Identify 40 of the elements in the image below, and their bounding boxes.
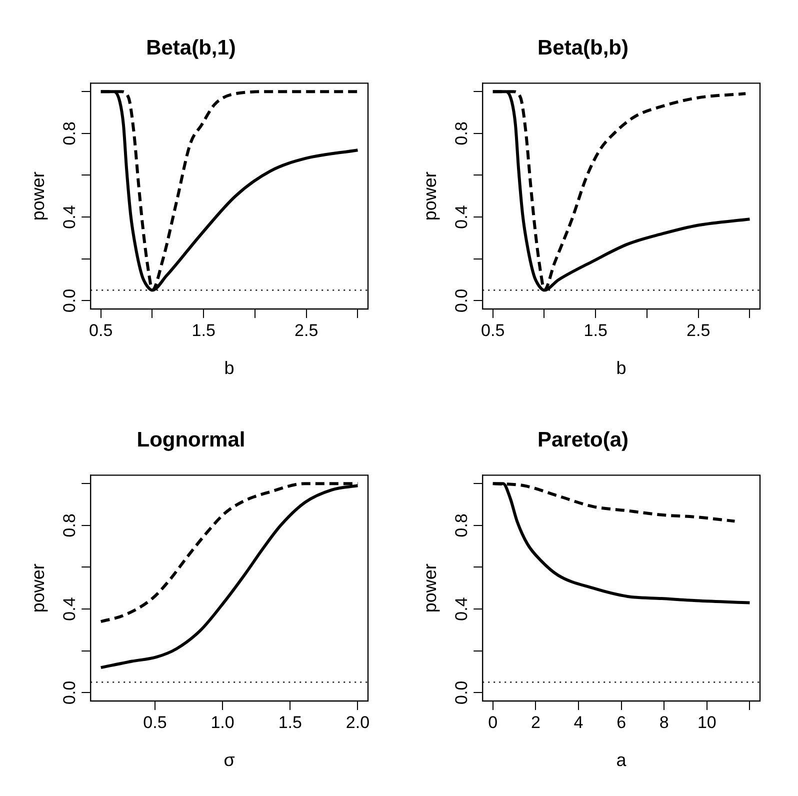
x-tick-label: 1.5 — [278, 712, 302, 732]
x-tick-label: 4 — [574, 712, 584, 732]
y-tick-label: 0.8 — [60, 122, 79, 146]
chart-title: Beta(b,b) — [538, 36, 628, 60]
y-axis-title: power — [28, 172, 48, 221]
chart-title: Beta(b,1) — [146, 36, 236, 60]
y-axis-title: power — [28, 564, 48, 613]
x-axis-title: a — [616, 750, 628, 770]
y-tick-label: 0.4 — [452, 597, 471, 621]
y-tick-label: 0.4 — [60, 205, 79, 229]
x-tick-label: 10 — [697, 712, 716, 732]
y-tick-label: 0.0 — [60, 288, 79, 312]
x-tick-label: 1.0 — [210, 712, 234, 732]
x-tick-label: 8 — [659, 712, 669, 732]
y-tick-label: 0.0 — [452, 288, 471, 312]
x-tick-label: 2.0 — [346, 712, 370, 732]
chart-title: Lognormal — [136, 428, 246, 452]
y-axis-title: power — [420, 172, 440, 221]
y-tick-label: 0.8 — [60, 514, 79, 538]
x-tick-label: 2.5 — [686, 320, 710, 340]
y-tick-label: 0.8 — [452, 122, 471, 146]
x-tick-label: 6 — [616, 712, 626, 732]
x-tick-label: 1.5 — [192, 320, 216, 340]
x-tick-label: 0.5 — [481, 320, 505, 340]
y-tick-label: 0.0 — [452, 680, 471, 704]
y-tick-label: 0.4 — [452, 205, 471, 229]
x-tick-label: 2.5 — [294, 320, 318, 340]
x-tick-label: 0.5 — [143, 712, 167, 732]
y-tick-label: 0.0 — [60, 680, 79, 704]
x-axis-title: σ — [224, 750, 235, 770]
x-tick-label: 2 — [530, 712, 540, 732]
x-tick-label: 0.5 — [89, 320, 113, 340]
y-tick-label: 0.4 — [60, 597, 79, 621]
x-tick-label: 1.5 — [584, 320, 608, 340]
x-axis-title: b — [616, 358, 626, 378]
x-axis-title: b — [224, 358, 234, 378]
x-tick-label: 0 — [488, 712, 498, 732]
y-axis-title: power — [420, 564, 440, 613]
y-tick-label: 0.8 — [452, 514, 471, 538]
chart-title: Pareto(a) — [537, 428, 629, 452]
